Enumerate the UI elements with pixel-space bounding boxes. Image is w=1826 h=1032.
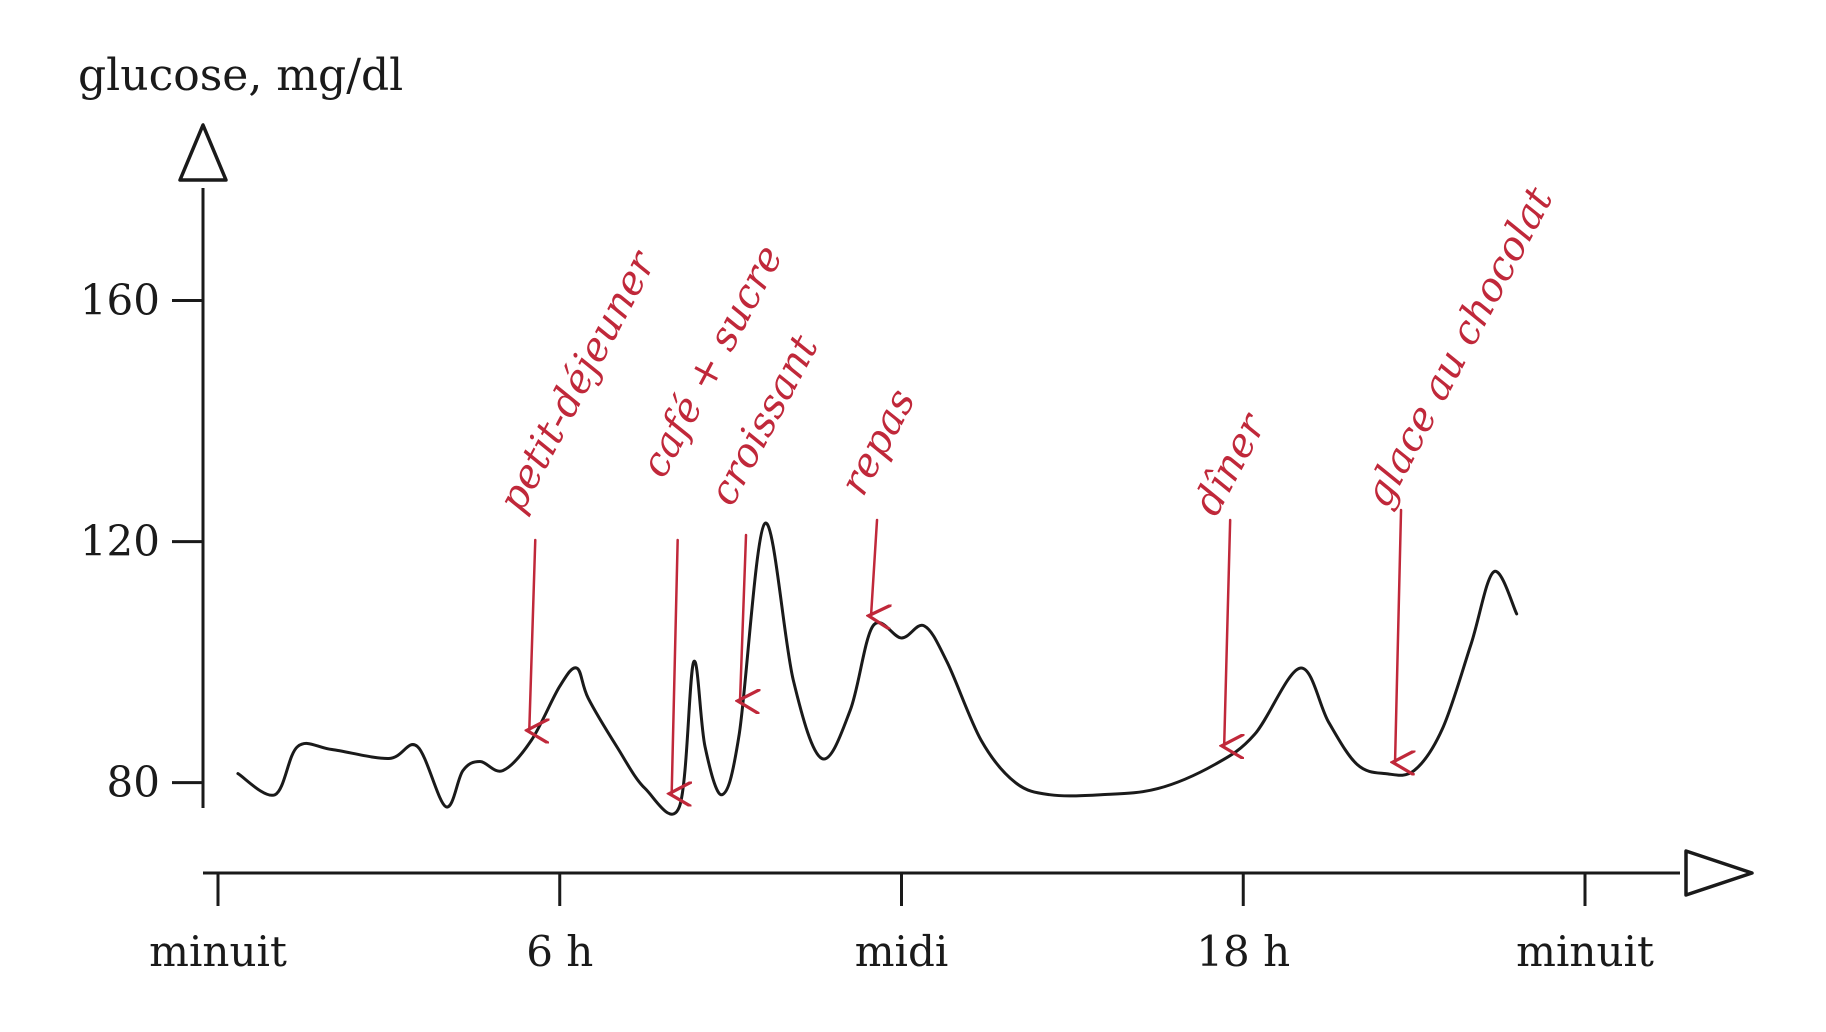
annotation-arrow	[1395, 508, 1401, 762]
y-axis-arrowhead	[178, 123, 228, 182]
annotation-arrow	[672, 538, 678, 794]
annotation-arrow	[1224, 518, 1230, 746]
y-axis-title: glucose, mg/dl	[78, 50, 403, 101]
x-tick-label: 6 h	[526, 927, 593, 976]
annotation-label: petit-déjeuner	[489, 242, 666, 520]
annotation-arrow	[529, 538, 535, 730]
annotation-arrow	[740, 533, 746, 701]
x-tick-label: 18 h	[1196, 927, 1290, 976]
x-tick-label: minuit	[149, 927, 287, 976]
annotation-label: dîner	[1184, 404, 1276, 523]
y-tick-label: 80	[107, 758, 160, 807]
y-tick-label: 120	[80, 517, 160, 566]
glucose-curve	[236, 521, 1519, 816]
x-tick-label: minuit	[1516, 927, 1654, 976]
annotation-arrow	[871, 518, 877, 616]
annotation-label: repas	[831, 382, 925, 503]
x-axis-arrowhead	[1684, 849, 1754, 897]
annotation-label: glace au chocolat	[1355, 179, 1563, 515]
y-tick-label: 160	[80, 276, 160, 325]
x-tick-label: midi	[855, 927, 949, 976]
